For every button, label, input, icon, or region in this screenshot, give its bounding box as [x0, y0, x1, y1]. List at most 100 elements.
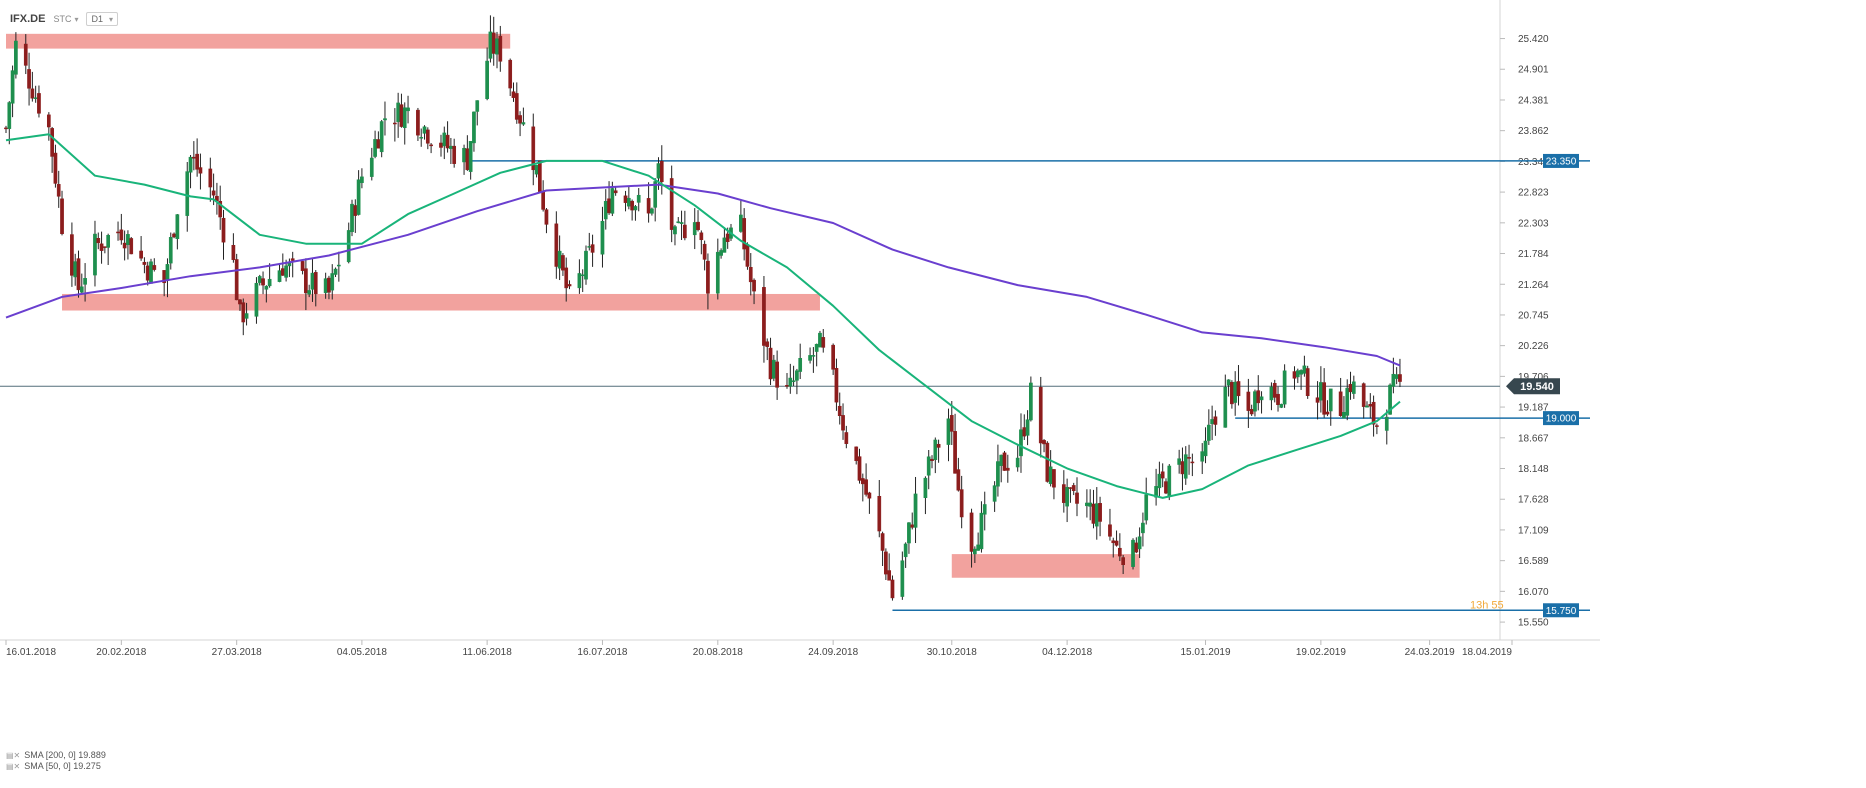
- bullish-candle[interactable]: [771, 359, 776, 379]
- bearish-candle[interactable]: [1045, 442, 1050, 482]
- bullish-candle[interactable]: [979, 512, 984, 550]
- bearish-candle[interactable]: [1371, 401, 1376, 425]
- bearish-candle[interactable]: [854, 446, 859, 461]
- bullish-candle[interactable]: [462, 147, 466, 163]
- bullish-candle[interactable]: [992, 485, 997, 502]
- bullish-candle[interactable]: [1365, 405, 1369, 408]
- bearish-candle[interactable]: [531, 126, 536, 171]
- bearish-candle[interactable]: [1187, 457, 1191, 459]
- bearish-candle[interactable]: [116, 231, 120, 234]
- bullish-candle[interactable]: [814, 343, 819, 352]
- bearish-candle[interactable]: [607, 198, 611, 214]
- support-resistance-zone[interactable]: [6, 33, 511, 49]
- bullish-candle[interactable]: [1345, 387, 1350, 416]
- bearish-candle[interactable]: [1160, 471, 1165, 479]
- bullish-candle[interactable]: [972, 548, 977, 555]
- bullish-candle[interactable]: [79, 286, 84, 293]
- bearish-candle[interactable]: [699, 232, 704, 241]
- bearish-candle[interactable]: [936, 443, 941, 448]
- bullish-candle[interactable]: [1065, 486, 1069, 507]
- bearish-candle[interactable]: [195, 153, 199, 170]
- bearish-candle[interactable]: [538, 160, 542, 192]
- bullish-candle[interactable]: [719, 250, 723, 256]
- bearish-candle[interactable]: [70, 234, 74, 276]
- bearish-candle[interactable]: [1348, 384, 1353, 393]
- bearish-candle[interactable]: [706, 260, 710, 294]
- bearish-candle[interactable]: [1068, 487, 1073, 489]
- bullish-candle[interactable]: [267, 278, 272, 287]
- bullish-candle[interactable]: [73, 261, 78, 278]
- bearish-candle[interactable]: [1276, 393, 1280, 405]
- bearish-candle[interactable]: [221, 217, 226, 243]
- bullish-candle[interactable]: [1328, 388, 1333, 412]
- bullish-candle[interactable]: [419, 137, 424, 139]
- bullish-candle[interactable]: [1015, 457, 1020, 468]
- bullish-candle[interactable]: [1157, 473, 1162, 489]
- bullish-candle[interactable]: [1206, 424, 1211, 441]
- bullish-candle[interactable]: [626, 197, 631, 207]
- bearish-candle[interactable]: [508, 59, 513, 89]
- bullish-candle[interactable]: [1319, 382, 1323, 401]
- bullish-candle[interactable]: [323, 278, 328, 294]
- bullish-candle[interactable]: [1391, 373, 1396, 387]
- bullish-candle[interactable]: [650, 208, 654, 214]
- bullish-candle[interactable]: [379, 121, 384, 153]
- bullish-candle[interactable]: [1282, 370, 1287, 405]
- bullish-candle[interactable]: [946, 418, 951, 445]
- bullish-candle[interactable]: [715, 251, 720, 294]
- bearish-candle[interactable]: [231, 244, 236, 260]
- bullish-candle[interactable]: [185, 171, 190, 216]
- bearish-candle[interactable]: [910, 524, 915, 528]
- bearish-candle[interactable]: [393, 122, 397, 125]
- sma200-line[interactable]: [5, 183, 1401, 367]
- bearish-candle[interactable]: [683, 224, 687, 239]
- bearish-candle[interactable]: [261, 278, 265, 286]
- bullish-candle[interactable]: [1203, 440, 1208, 457]
- bearish-candle[interactable]: [1075, 492, 1079, 504]
- bullish-candle[interactable]: [580, 274, 585, 277]
- sma50-line[interactable]: [5, 133, 1401, 499]
- bearish-candle[interactable]: [1111, 540, 1116, 544]
- bullish-candle[interactable]: [346, 230, 351, 263]
- bullish-candle[interactable]: [495, 38, 499, 55]
- bullish-candle[interactable]: [175, 214, 180, 239]
- bullish-candle[interactable]: [402, 107, 407, 128]
- bullish-candle[interactable]: [442, 132, 447, 147]
- bullish-candle[interactable]: [521, 122, 526, 125]
- bullish-candle[interactable]: [679, 222, 684, 224]
- bearish-candle[interactable]: [56, 184, 61, 197]
- bearish-candle[interactable]: [867, 492, 872, 499]
- bullish-candle[interactable]: [1137, 536, 1142, 550]
- bearish-candle[interactable]: [1338, 391, 1343, 416]
- bullish-candle[interactable]: [1233, 381, 1238, 403]
- bullish-candle[interactable]: [307, 290, 312, 295]
- bullish-candle[interactable]: [1177, 458, 1182, 465]
- bearish-candle[interactable]: [959, 489, 964, 518]
- bullish-candle[interactable]: [798, 358, 803, 372]
- bearish-candle[interactable]: [1236, 381, 1241, 397]
- bullish-candle[interactable]: [923, 477, 928, 498]
- bearish-candle[interactable]: [1230, 382, 1234, 405]
- bullish-candle[interactable]: [369, 157, 374, 177]
- bearish-candle[interactable]: [465, 148, 470, 170]
- bullish-candle[interactable]: [10, 70, 15, 104]
- bearish-candle[interactable]: [877, 495, 882, 532]
- bearish-candle[interactable]: [765, 341, 770, 347]
- bearish-candle[interactable]: [1213, 416, 1218, 425]
- bullish-candle[interactable]: [244, 313, 249, 319]
- bearish-candle[interactable]: [696, 221, 700, 231]
- bullish-candle[interactable]: [636, 194, 641, 203]
- bearish-candle[interactable]: [1038, 387, 1043, 444]
- bearish-candle[interactable]: [53, 152, 58, 184]
- bearish-candle[interactable]: [949, 415, 954, 432]
- bullish-candle[interactable]: [468, 141, 473, 172]
- bullish-candle[interactable]: [587, 246, 592, 248]
- bearish-candle[interactable]: [1322, 382, 1327, 415]
- bullish-candle[interactable]: [126, 234, 130, 246]
- bearish-candle[interactable]: [145, 265, 150, 281]
- bullish-candle[interactable]: [350, 203, 354, 233]
- bearish-candle[interactable]: [864, 479, 868, 495]
- bearish-candle[interactable]: [96, 238, 101, 244]
- bearish-candle[interactable]: [518, 115, 522, 124]
